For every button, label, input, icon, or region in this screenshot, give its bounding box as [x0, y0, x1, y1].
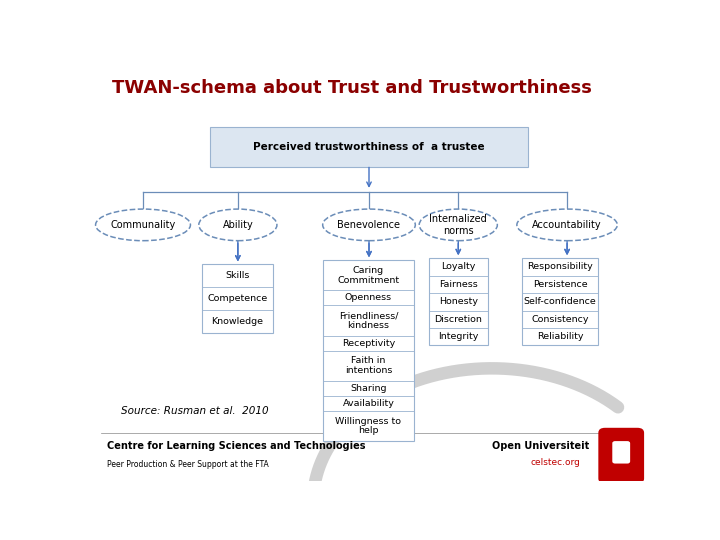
- Text: TWAN-schema about Trust and Trustworthiness: TWAN-schema about Trust and Trustworthin…: [112, 79, 592, 97]
- Ellipse shape: [199, 209, 277, 241]
- Text: Caring
Commitment: Caring Commitment: [338, 266, 400, 285]
- Text: celstec.org: celstec.org: [531, 458, 581, 467]
- Ellipse shape: [419, 209, 498, 241]
- Text: Competence: Competence: [207, 294, 267, 303]
- Text: Friendliness/
kindness: Friendliness/ kindness: [338, 311, 398, 330]
- Text: Faith in
intentions: Faith in intentions: [345, 356, 392, 375]
- Text: Communality: Communality: [110, 220, 176, 230]
- Text: Honesty: Honesty: [439, 298, 478, 306]
- FancyBboxPatch shape: [523, 258, 598, 346]
- Text: Fairness: Fairness: [439, 280, 478, 289]
- Ellipse shape: [96, 209, 190, 241]
- FancyBboxPatch shape: [598, 428, 644, 483]
- FancyBboxPatch shape: [323, 260, 413, 441]
- Text: Consistency: Consistency: [531, 315, 589, 324]
- FancyBboxPatch shape: [612, 441, 630, 463]
- Text: Loyalty: Loyalty: [441, 262, 476, 272]
- Ellipse shape: [323, 209, 415, 241]
- Text: Responsibility: Responsibility: [527, 262, 593, 272]
- FancyBboxPatch shape: [202, 265, 273, 333]
- Text: Peer Production & Peer Support at the FTA: Peer Production & Peer Support at the FT…: [107, 460, 269, 469]
- Text: Sharing: Sharing: [350, 384, 387, 393]
- Text: Ability: Ability: [222, 220, 253, 230]
- FancyBboxPatch shape: [210, 127, 528, 167]
- FancyBboxPatch shape: [429, 258, 488, 346]
- Text: Open Universiteit: Open Universiteit: [492, 441, 589, 451]
- Text: Centre for Learning Sciences and Technologies: Centre for Learning Sciences and Technol…: [107, 441, 365, 451]
- Ellipse shape: [517, 209, 617, 241]
- Text: Benevolence: Benevolence: [338, 220, 400, 230]
- Text: Availability: Availability: [343, 399, 395, 408]
- Text: Willingness to
help: Willingness to help: [336, 417, 402, 435]
- Text: Reliability: Reliability: [537, 332, 583, 341]
- Text: Perceived trustworthiness of  a trustee: Perceived trustworthiness of a trustee: [253, 142, 485, 152]
- Text: Openness: Openness: [345, 293, 392, 302]
- Text: Persistence: Persistence: [533, 280, 588, 289]
- Text: Self-confidence: Self-confidence: [523, 298, 596, 306]
- Text: Accountability: Accountability: [532, 220, 602, 230]
- Text: Skills: Skills: [225, 271, 250, 280]
- Text: Receptivity: Receptivity: [342, 339, 395, 348]
- Text: Internalized
norms: Internalized norms: [429, 214, 487, 235]
- Text: Integrity: Integrity: [438, 332, 479, 341]
- Text: Discretion: Discretion: [435, 315, 482, 324]
- Text: Source: Rusman et al.  2010: Source: Rusman et al. 2010: [121, 406, 269, 416]
- Text: Knowledge: Knowledge: [211, 317, 264, 326]
